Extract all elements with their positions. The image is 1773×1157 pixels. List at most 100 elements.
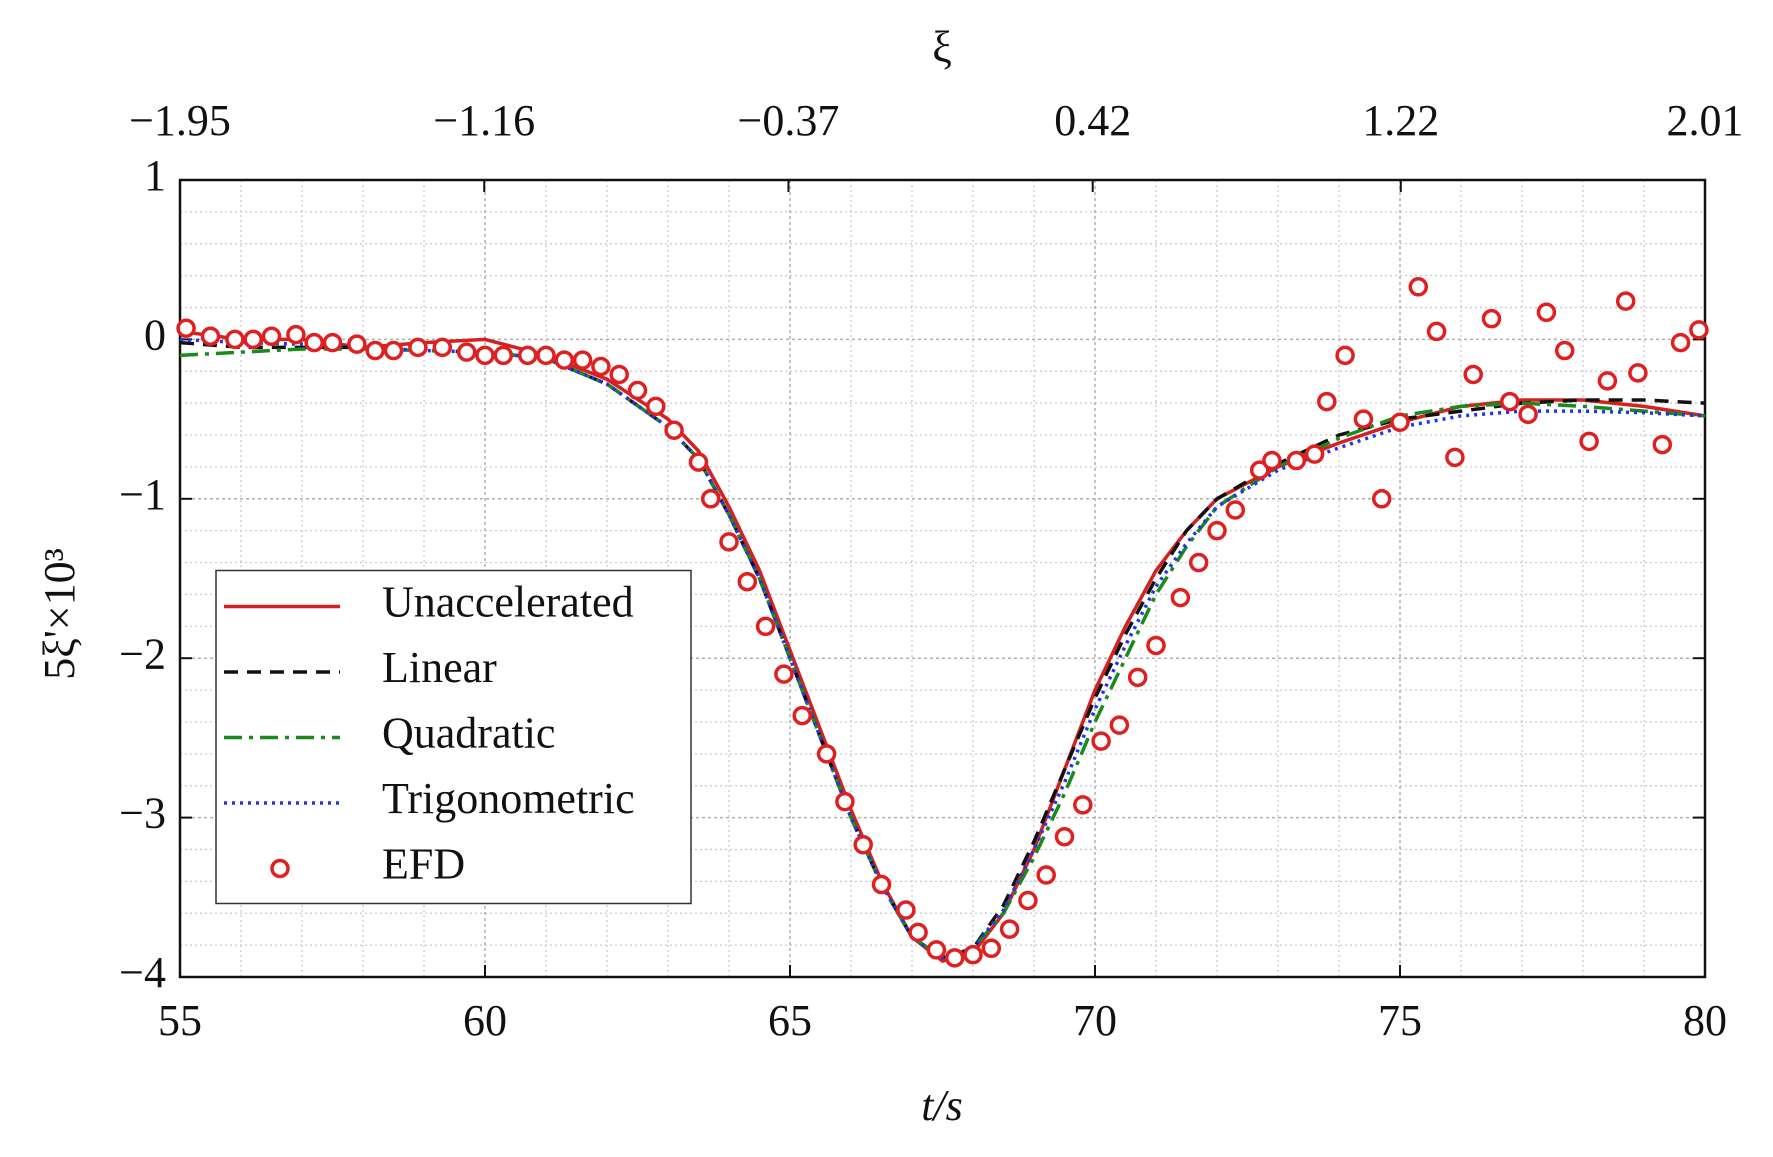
scatter-point bbox=[908, 922, 928, 943]
x-tick-label: 55 bbox=[158, 996, 202, 1045]
scatter-point bbox=[719, 532, 739, 552]
top-axis-label: ξ bbox=[932, 23, 952, 72]
scatter-point bbox=[1652, 434, 1673, 455]
y-tick-label: 1 bbox=[144, 151, 166, 200]
x-tick-label: 75 bbox=[1378, 996, 1422, 1045]
scatter-point bbox=[322, 332, 343, 353]
scatter-point bbox=[365, 340, 385, 361]
x2-tick-label: −1.16 bbox=[433, 96, 535, 145]
scatter-point bbox=[835, 791, 855, 812]
scatter-point bbox=[1463, 364, 1483, 385]
scatter-point bbox=[1670, 332, 1691, 353]
x-tick-label: 70 bbox=[1073, 996, 1117, 1045]
y-tick-label: −4 bbox=[119, 948, 166, 997]
x-tick-label: 65 bbox=[768, 996, 812, 1045]
scatter-point bbox=[1579, 431, 1599, 452]
scatter-point bbox=[1317, 391, 1337, 412]
scatter-point bbox=[1408, 277, 1429, 297]
scatter-point bbox=[999, 919, 1020, 939]
scatter-point bbox=[1689, 320, 1709, 340]
scatter-point bbox=[688, 452, 709, 472]
scatter-point bbox=[243, 329, 263, 350]
x2-tick-label: 2.01 bbox=[1667, 96, 1744, 145]
scatter-point bbox=[176, 318, 196, 338]
scatter-point bbox=[475, 345, 495, 366]
scatter-point bbox=[591, 356, 611, 377]
scatter-point bbox=[1170, 587, 1191, 608]
y-tick-label: 0 bbox=[144, 310, 166, 359]
scatter-point bbox=[1036, 865, 1056, 885]
scatter-point bbox=[1091, 731, 1111, 751]
scatter-point bbox=[200, 326, 221, 346]
scatter-point bbox=[792, 705, 812, 726]
series-line bbox=[179, 347, 1706, 960]
scatter-point bbox=[347, 334, 367, 354]
scatter-point bbox=[304, 332, 324, 353]
scatter-point bbox=[1249, 460, 1270, 480]
scatter-point bbox=[1426, 321, 1447, 342]
scatter-point bbox=[456, 342, 477, 362]
x2-tick-label: −1.95 bbox=[129, 96, 231, 145]
scatter-point bbox=[755, 616, 776, 637]
scatter-point bbox=[1018, 890, 1038, 911]
scatter-point bbox=[816, 744, 837, 764]
x-tick-label: 80 bbox=[1683, 996, 1727, 1045]
scatter-point bbox=[1597, 371, 1618, 391]
scatter-point bbox=[1225, 500, 1246, 520]
scatter-point bbox=[383, 340, 404, 361]
scatter-point bbox=[1054, 826, 1075, 847]
scatter-point bbox=[1353, 409, 1374, 429]
scatter-point bbox=[1335, 345, 1355, 366]
scatter-point bbox=[1146, 635, 1166, 656]
scatter-point bbox=[1207, 520, 1227, 541]
scatter-point bbox=[1390, 412, 1410, 433]
scatter-point bbox=[1286, 450, 1307, 471]
legend-box bbox=[215, 569, 692, 905]
scatter-point bbox=[408, 337, 428, 358]
scatter-point bbox=[286, 324, 306, 345]
scatter-point bbox=[944, 948, 965, 968]
scatter-point bbox=[1518, 404, 1538, 425]
scatter-point bbox=[896, 900, 916, 920]
scatter-point bbox=[536, 345, 556, 366]
scatter-point bbox=[1109, 715, 1130, 735]
scatter-point bbox=[1371, 489, 1392, 509]
legend-label: Linear bbox=[382, 643, 497, 692]
x2-tick-label: 0.42 bbox=[1054, 96, 1131, 145]
scatter-point bbox=[261, 326, 282, 346]
scatter-point bbox=[737, 571, 758, 592]
y-tick-label: −3 bbox=[119, 789, 166, 838]
scatter-point bbox=[1127, 667, 1148, 688]
scatter-point bbox=[1188, 552, 1209, 573]
y-tick-label: −2 bbox=[119, 629, 166, 678]
x-tick-label: 60 bbox=[463, 996, 507, 1045]
scatter-point bbox=[554, 350, 575, 370]
legend-label: Unaccelerated bbox=[382, 578, 634, 627]
scatter-point bbox=[609, 364, 629, 385]
scatter-point bbox=[1554, 340, 1575, 361]
legend-label: EFD bbox=[382, 840, 465, 889]
scatter-point bbox=[1536, 302, 1557, 323]
scatter-point bbox=[981, 938, 1002, 959]
scatter-point bbox=[646, 396, 666, 417]
scatter-point bbox=[774, 664, 794, 684]
scatter-point bbox=[572, 350, 593, 370]
scatter-point bbox=[1615, 291, 1636, 311]
x-axis-label: t/s bbox=[921, 1081, 963, 1130]
scatter-point bbox=[1262, 450, 1282, 471]
legend-label: Trigonometric bbox=[382, 774, 635, 823]
legend-label: Quadratic bbox=[382, 709, 555, 758]
legend: Unaccelerated Linear Quadratic Trigonometri… bbox=[215, 569, 692, 905]
scatter-point bbox=[1628, 363, 1648, 383]
scatter-point bbox=[225, 329, 245, 350]
scatter-point bbox=[627, 380, 648, 401]
scatter-point bbox=[517, 345, 538, 366]
x2-tick-label: −0.37 bbox=[738, 96, 840, 145]
scatter-point bbox=[700, 489, 721, 509]
scatter-point bbox=[871, 874, 892, 895]
scatter-point bbox=[853, 834, 873, 855]
scatter-point bbox=[1445, 447, 1465, 468]
scatter-point bbox=[1481, 308, 1502, 329]
plot-frame bbox=[178, 178, 1707, 979]
